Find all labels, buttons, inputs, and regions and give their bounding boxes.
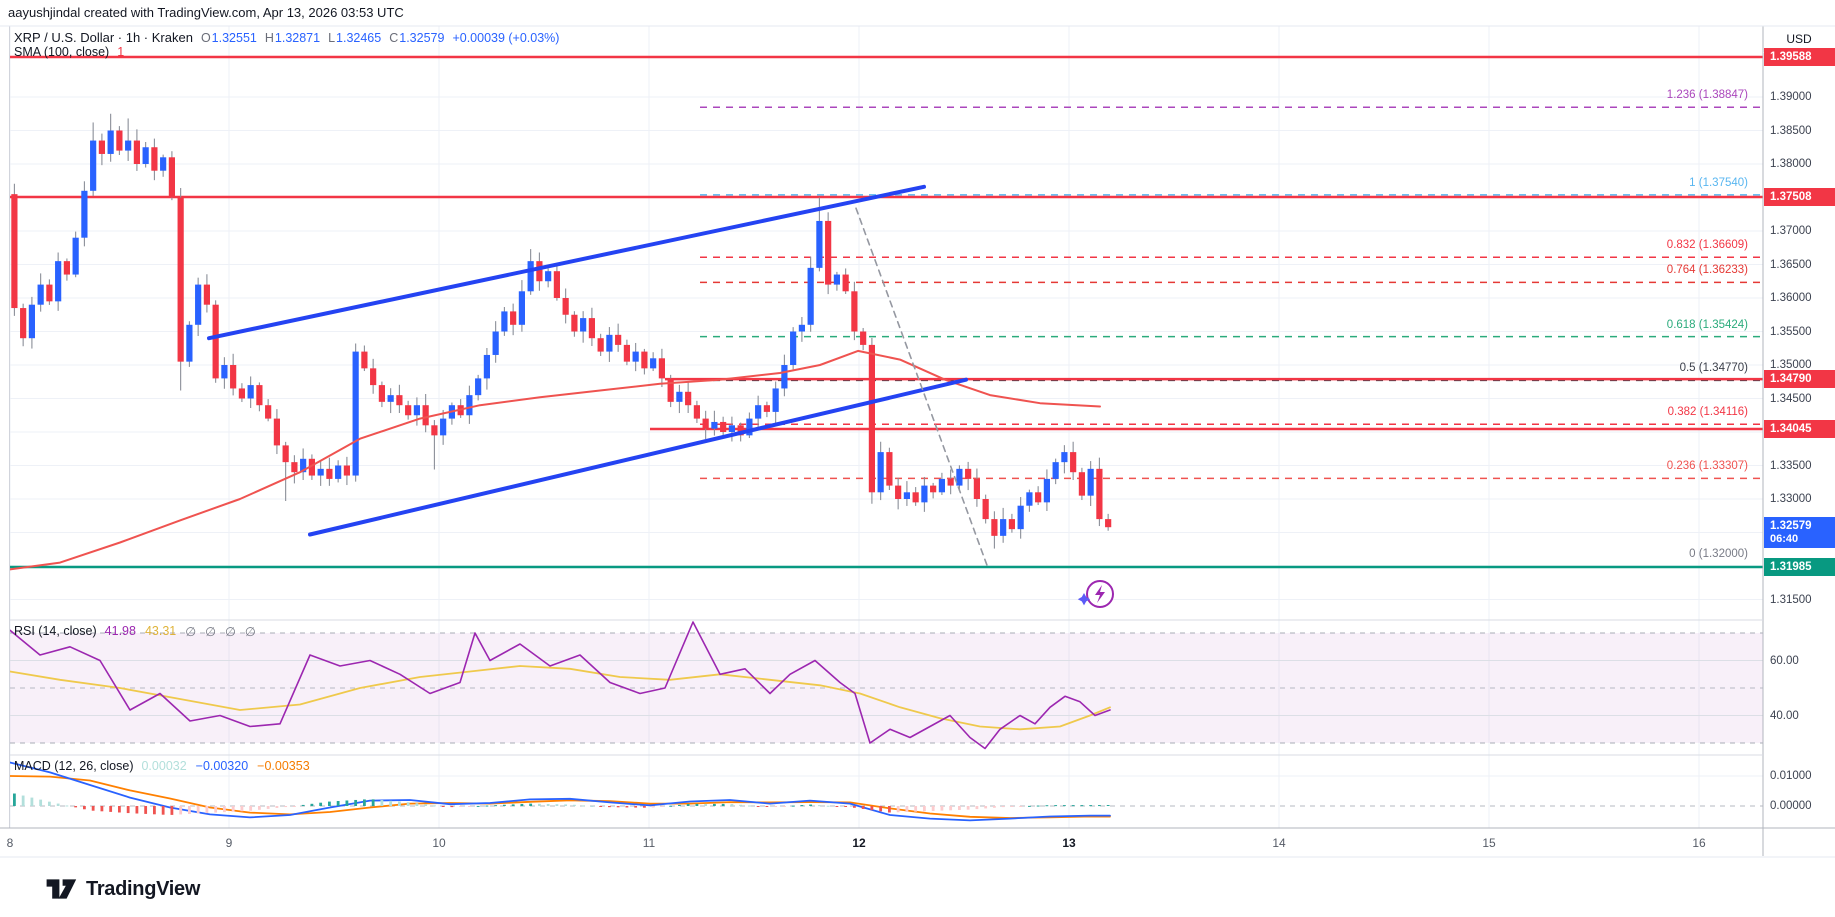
fib-retracement-lines	[700, 106, 1763, 480]
horizontal-price-lines	[10, 55, 1763, 569]
auto-fib-flash-icon[interactable]	[1077, 580, 1114, 608]
trend-channel	[207, 184, 968, 537]
pane-borders	[0, 25, 1835, 858]
sma-100-line	[9, 349, 1101, 571]
macd-histogram	[13, 793, 1110, 815]
dashed-trend-line	[855, 207, 989, 569]
candlesticks	[11, 113, 1112, 549]
macd-pane	[9, 761, 1763, 822]
watermark-attribution: aayushjindal created with TradingView.co…	[8, 5, 404, 20]
rsi-pane	[9, 621, 1763, 750]
